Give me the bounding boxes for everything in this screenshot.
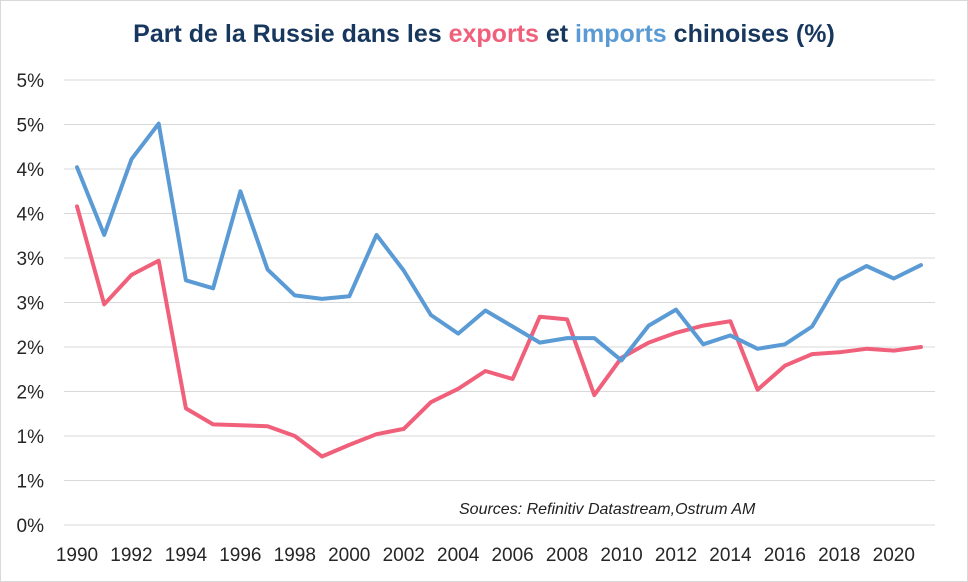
y-tick-label: 5% bbox=[17, 116, 45, 137]
x-tick-label: 2006 bbox=[491, 545, 533, 566]
x-tick-label: 2012 bbox=[655, 545, 697, 566]
source-note: Sources: Refinitiv Datastream,Ostrum AM bbox=[459, 501, 756, 518]
title-part1: Part de la Russie dans les bbox=[133, 20, 449, 48]
title-exports-word: exports bbox=[448, 20, 539, 48]
series-line-imports bbox=[75, 121, 923, 363]
series-line-exports bbox=[75, 204, 923, 459]
y-tick-label: 3% bbox=[17, 249, 45, 270]
title-imports-word: imports bbox=[575, 20, 667, 48]
x-tick-label: 2010 bbox=[600, 545, 642, 566]
x-tick-label: 2020 bbox=[873, 545, 915, 566]
title-part3: chinoises (%) bbox=[666, 20, 835, 48]
y-tick-label: 3% bbox=[17, 294, 45, 315]
y-tick-label: 2% bbox=[17, 383, 45, 404]
x-tick-label: 1998 bbox=[274, 545, 316, 566]
x-tick-label: 2018 bbox=[818, 545, 860, 566]
x-tick-label: 2008 bbox=[546, 545, 588, 566]
x-tick-label: 2004 bbox=[437, 545, 480, 566]
gridlines bbox=[64, 79, 935, 526]
x-tick-label: 1996 bbox=[219, 545, 261, 566]
x-tick-label: 1992 bbox=[110, 545, 152, 566]
x-tick-label: 1990 bbox=[56, 545, 98, 566]
x-axis-ticks: 1990 1992 1994 1996 1998 2000 2002 2004 2006 2008… bbox=[56, 545, 915, 566]
y-tick-label: 5% bbox=[17, 71, 45, 92]
x-tick-label: 2002 bbox=[383, 545, 425, 566]
y-tick-label: 4% bbox=[17, 205, 45, 226]
y-tick-label: 1% bbox=[17, 427, 45, 448]
y-tick-label: 4% bbox=[17, 160, 45, 181]
title-part2: et bbox=[538, 20, 576, 48]
chart-title: Part de la Russie dans les exports et im… bbox=[0, 20, 968, 49]
series-lines bbox=[75, 121, 923, 459]
y-tick-label: 0% bbox=[17, 516, 45, 537]
x-tick-label: 1994 bbox=[165, 545, 208, 566]
x-tick-label: 2014 bbox=[709, 545, 752, 566]
y-tick-label: 2% bbox=[17, 338, 45, 359]
y-axis-ticks: 0% 1% 1% 2% 2% 3% 3% 4% 4% 5% 5% bbox=[17, 71, 45, 537]
x-tick-label: 2000 bbox=[328, 545, 370, 566]
x-tick-label: 2016 bbox=[764, 545, 806, 566]
y-tick-label: 1% bbox=[17, 472, 45, 493]
